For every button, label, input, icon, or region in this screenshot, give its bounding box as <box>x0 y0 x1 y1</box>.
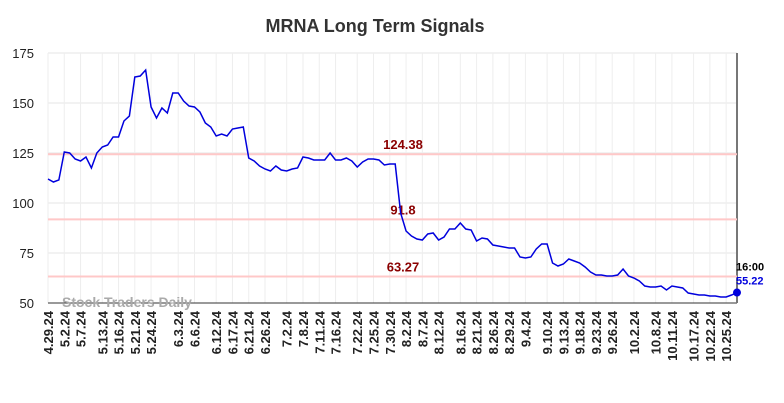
last-value: 55.22 <box>736 276 764 288</box>
x-tick-label: 7.22.24 <box>350 310 365 354</box>
x-tick-label: 6.26.24 <box>258 310 273 354</box>
x-tick-label: 8.29.24 <box>502 310 517 354</box>
signal-label: 91.8 <box>390 202 415 217</box>
x-tick-label: 5.13.24 <box>95 310 110 354</box>
x-tick-label: 5.2.24 <box>57 310 72 347</box>
x-tick-label: 8.12.24 <box>432 310 447 354</box>
x-tick-label: 9.18.24 <box>573 310 588 354</box>
x-tick-label: 10.2.24 <box>627 310 642 354</box>
x-tick-label: 4.29.24 <box>41 310 56 354</box>
x-tick-label: 6.6.24 <box>187 310 202 347</box>
x-tick-label: 10.25.24 <box>719 310 734 361</box>
x-tick-label: 5.24.24 <box>144 310 159 354</box>
x-tick-label: 7.2.24 <box>280 310 295 347</box>
y-tick-label: 150 <box>12 96 34 111</box>
price-line <box>47 68 738 298</box>
chart-title: MRNA Long Term Signals <box>265 16 484 36</box>
x-tick-label: 5.21.24 <box>128 310 143 354</box>
x-tick-label: 9.23.24 <box>589 310 604 354</box>
y-tick-label: 50 <box>20 296 34 311</box>
x-tick-label: 5.16.24 <box>112 310 127 354</box>
x-tick-label: 6.21.24 <box>242 310 257 354</box>
y-tick-label: 75 <box>20 246 34 261</box>
x-tick-label: 9.10.24 <box>540 310 555 354</box>
x-tick-label: 7.16.24 <box>329 310 344 354</box>
signal-label: 124.38 <box>383 137 423 152</box>
x-tick-label: 6.17.24 <box>225 310 240 354</box>
x-tick-label: 7.11.24 <box>312 310 327 353</box>
x-tick-label: 8.21.24 <box>470 310 485 354</box>
x-tick-label: 7.25.24 <box>367 310 382 354</box>
signal-label: 63.27 <box>387 259 420 274</box>
x-tick-label: 6.12.24 <box>209 310 224 354</box>
x-tick-label: 8.2.24 <box>399 310 414 347</box>
x-tick-label: 7.8.24 <box>296 310 311 347</box>
x-tick-label: 10.22.24 <box>703 310 718 361</box>
x-tick-label: 7.30.24 <box>383 310 398 354</box>
x-tick-label: 8.26.24 <box>486 310 501 354</box>
watermark: Stock Traders Daily <box>62 294 192 310</box>
y-tick-label: 125 <box>12 146 34 161</box>
x-tick-label: 5.7.24 <box>74 310 89 347</box>
x-tick-label: 8.7.24 <box>415 310 430 347</box>
y-tick-label: 100 <box>12 196 34 211</box>
x-tick-label: 10.11.24 <box>665 310 680 361</box>
x-tick-label: 9.4.24 <box>518 310 533 347</box>
x-tick-label: 9.13.24 <box>556 310 571 354</box>
x-tick-label: 8.16.24 <box>453 310 468 354</box>
last-point <box>733 288 741 297</box>
x-tick-label: 6.3.24 <box>171 310 186 347</box>
y-tick-label: 175 <box>12 46 34 61</box>
x-tick-label: 10.8.24 <box>649 310 664 354</box>
last-time: 16:00 <box>736 262 764 274</box>
x-tick-label: 10.17.24 <box>687 310 702 361</box>
x-tick-label: 9.26.24 <box>605 310 620 354</box>
